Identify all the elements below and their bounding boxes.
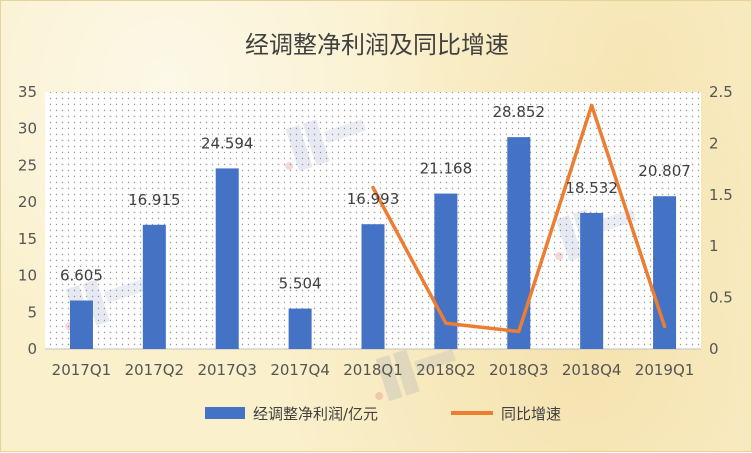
bar	[289, 309, 312, 349]
bar-value-label: 24.594	[201, 134, 254, 152]
legend: 经调整净利润/亿元 同比增速	[205, 405, 561, 423]
x-tick-label: 2017Q3	[197, 361, 257, 379]
x-tick-label: 2017Q2	[125, 361, 185, 379]
y-left-tick-label: 0	[27, 340, 37, 358]
x-tick-label: 2019Q1	[635, 361, 695, 379]
bar-value-label: 16.915	[128, 191, 181, 209]
y-left-tick-label: 25	[18, 156, 37, 174]
chart-title: 经调整净利润及同比增速	[245, 31, 509, 59]
bar-value-label: 5.504	[279, 275, 322, 293]
y-left-tick-label: 30	[18, 120, 37, 138]
watermark-dot	[374, 391, 384, 401]
bar	[70, 301, 93, 349]
legend-line-label: 同比增速	[501, 405, 561, 423]
x-tick-label: 2018Q2	[416, 361, 476, 379]
bar	[507, 137, 530, 349]
x-tick-label: 2017Q4	[270, 361, 330, 379]
bar-value-label: 21.168	[420, 160, 473, 178]
y-left-tick-label: 5	[27, 303, 37, 321]
bar	[143, 225, 166, 349]
bar-value-label: 20.807	[638, 162, 691, 180]
bar	[580, 213, 603, 349]
bar	[216, 168, 239, 349]
legend-bar-label: 经调整净利润/亿元	[253, 405, 378, 423]
y-right-tick-label: 1	[709, 237, 719, 255]
x-tick-label: 2017Q1	[52, 361, 112, 379]
x-tick-label: 2018Q4	[562, 361, 622, 379]
bar-value-label: 6.605	[60, 267, 103, 285]
bar-value-label: 28.852	[493, 103, 546, 121]
y-left-tick-label: 10	[18, 267, 37, 285]
y-right-tick-label: 2	[709, 134, 719, 152]
y-right-tick-label: 0.5	[709, 289, 733, 307]
y-right-tick-label: 1.5	[709, 186, 733, 204]
y-left-tick-label: 20	[18, 193, 37, 211]
x-tick-label: 2018Q1	[343, 361, 403, 379]
bar	[362, 224, 385, 349]
y-right-tick-label: 2.5	[709, 83, 733, 101]
y-right-tick-label: 0	[709, 340, 719, 358]
y-left-tick-label: 35	[18, 83, 37, 101]
bar-value-label: 18.532	[565, 179, 618, 197]
x-tick-label: 2018Q3	[489, 361, 549, 379]
legend-bar-swatch	[205, 407, 245, 419]
y-left-tick-label: 15	[18, 230, 37, 248]
bar-value-label: 16.993	[347, 190, 400, 208]
